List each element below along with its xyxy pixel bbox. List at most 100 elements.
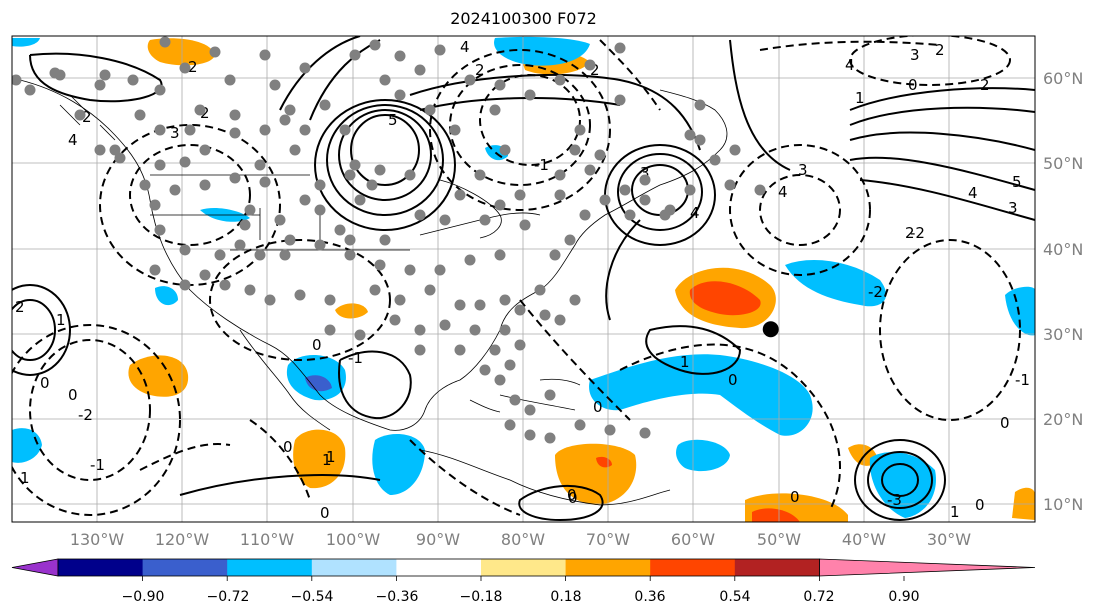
contour-label: -1 [90, 456, 105, 474]
station-dot [179, 244, 191, 256]
station-dot [179, 279, 191, 291]
station-dot [754, 184, 766, 196]
station-dot [269, 79, 281, 91]
station-dot [434, 44, 446, 56]
station-dot [344, 169, 356, 181]
colorbar-tick-label: −0.18 [460, 589, 503, 605]
lon-label-80w: 80°W [501, 530, 545, 549]
station-dot [694, 99, 706, 111]
station-dot [574, 124, 586, 136]
contour-label: 4 [460, 38, 470, 56]
contour-label: 0 [567, 486, 577, 504]
station-dot [394, 294, 406, 306]
colorbar-outline [57, 558, 820, 577]
colorbar-ticks: −0.90 −0.72 −0.54 −0.36 −0.18 0.18 0.36 … [122, 589, 920, 605]
station-dot [404, 264, 416, 276]
station-dot [514, 189, 526, 201]
anomaly-shading [12, 36, 1035, 522]
station-dot [479, 214, 491, 226]
station-dot [199, 179, 211, 191]
contour-label: 3 [170, 124, 180, 142]
station-dot [139, 179, 151, 191]
lon-label-40w: 40°W [842, 530, 886, 549]
contour-label: 0 [1000, 414, 1010, 432]
station-dot [374, 259, 386, 271]
contour-label: -2 [78, 406, 93, 424]
colorbar-segment [396, 559, 482, 576]
contour-label: -3 [887, 491, 902, 509]
negative-anomaly-area [1005, 286, 1035, 336]
station-dot [439, 319, 451, 331]
colorbar-tick-label: −0.72 [207, 589, 250, 605]
station-dot [684, 184, 696, 196]
station-dot [424, 104, 436, 116]
latitude-labels: 60°N 50°N 40°N 30°N 20°N 10°N [1043, 69, 1083, 514]
contour-label: 0 [593, 398, 603, 416]
colorbar-segment [734, 559, 820, 576]
positive-anomaly-area [128, 355, 189, 397]
station-dot [279, 249, 291, 261]
station-dot [499, 294, 511, 306]
lat-label-50n: 50°N [1043, 154, 1083, 173]
contour-label: 1 [20, 469, 30, 487]
contour-label: 2 [475, 61, 485, 79]
map-title: 2024100300 F072 [450, 9, 597, 28]
station-dot [366, 179, 378, 191]
contour-label: 0 [908, 76, 918, 94]
colorbar [11, 558, 1036, 581]
contour-label: 2 [980, 76, 990, 94]
station-dot [134, 109, 146, 121]
station-dot [454, 299, 466, 311]
station-dot [127, 74, 139, 86]
longitude-labels: 130°W 120°W 110°W 100°W 90°W 80°W 70°W 6… [70, 530, 971, 549]
negative-anomaly-area [494, 36, 590, 66]
colorbar-tick-label: 0.18 [550, 589, 581, 605]
station-dot [179, 62, 191, 74]
station-dot [404, 169, 416, 181]
station-dot [219, 279, 231, 291]
station-dot [319, 99, 331, 111]
contour-label: 1 [56, 311, 66, 329]
positive-anomaly-area [555, 443, 637, 505]
station-dot [254, 159, 266, 171]
station-dot [229, 109, 241, 121]
colorbar-segment [565, 559, 651, 576]
contour-label: 2 [905, 224, 915, 242]
contour-label: 5 [388, 111, 398, 129]
colorbar-segment [58, 559, 144, 576]
station-dot [414, 324, 426, 336]
contour-labels: 2 3 4 5 5 4 3 2 0 1 3 4 0 1 -2 -2 -1 0 0… [15, 38, 1030, 522]
station-dot [234, 239, 246, 251]
station-dot [244, 204, 256, 216]
station-dot [389, 314, 401, 326]
lon-label-30w: 30°W [927, 530, 971, 549]
station-dot [24, 84, 36, 96]
station-dot [94, 144, 106, 156]
map-panel: 2 3 4 5 5 4 3 2 0 1 3 4 0 1 -2 -2 -1 0 0… [12, 36, 1035, 522]
station-dot [619, 184, 631, 196]
station-dot [154, 124, 166, 136]
station-dot [369, 39, 381, 51]
station-dot [489, 344, 501, 356]
station-dot [199, 144, 211, 156]
contour-label: 3 [640, 164, 650, 182]
station-dot [544, 389, 556, 401]
contours [12, 36, 1035, 522]
contour-label: 5 [1012, 173, 1022, 191]
station-dot [569, 144, 581, 156]
colorbar-extend-low [11, 558, 59, 577]
contour-label: 0 [68, 386, 78, 404]
contour-label: -2 [868, 283, 883, 301]
station-dot [149, 264, 161, 276]
lon-label-130w: 130°W [70, 530, 125, 549]
contour-label: 0 [312, 336, 322, 354]
station-dot [639, 194, 651, 206]
station-dot [194, 104, 206, 116]
station-dot [639, 427, 651, 439]
station-dot [454, 344, 466, 356]
station-dot [344, 234, 356, 246]
negative-anomaly-area [12, 38, 40, 47]
contour-label: 3 [910, 46, 920, 64]
station-dot [694, 134, 706, 146]
